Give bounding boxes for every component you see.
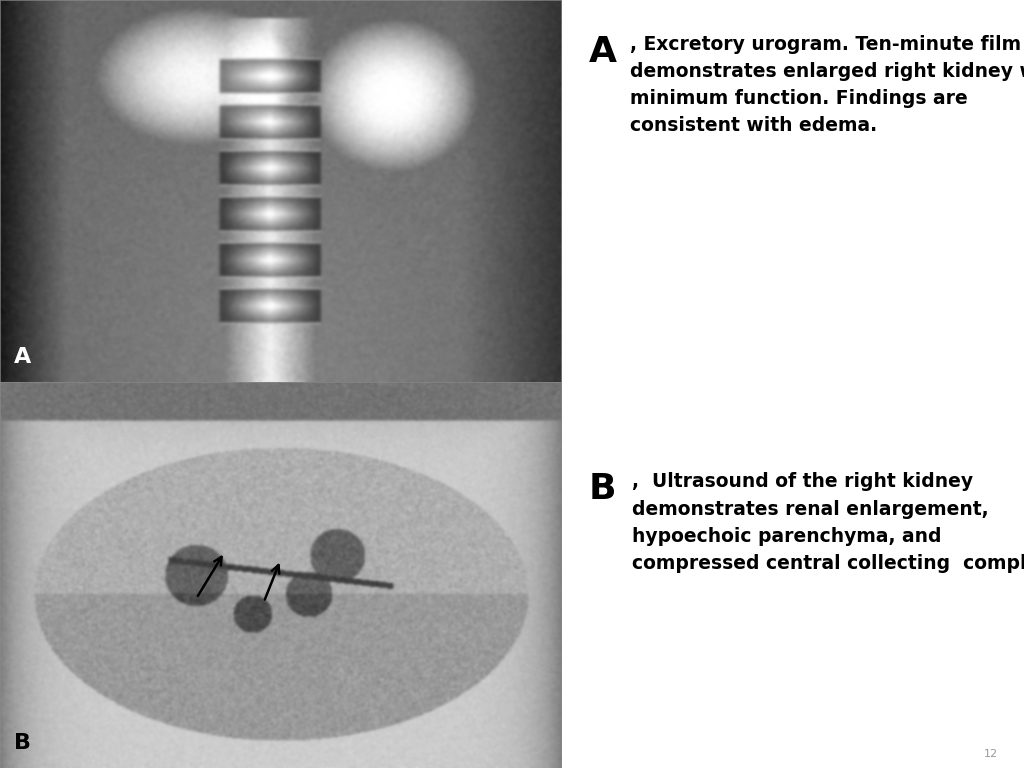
Text: B: B (589, 472, 616, 506)
Text: A: A (14, 347, 32, 367)
Text: , Excretory urogram. Ten-minute film
demonstrates enlarged right kidney with
min: , Excretory urogram. Ten-minute film dem… (630, 35, 1024, 135)
Text: A: A (589, 35, 616, 68)
Text: 12: 12 (984, 749, 998, 759)
Text: ,  Ultrasound of the right kidney
demonstrates renal enlargement,
hypoechoic par: , Ultrasound of the right kidney demonst… (632, 472, 1024, 573)
Text: B: B (14, 733, 31, 753)
